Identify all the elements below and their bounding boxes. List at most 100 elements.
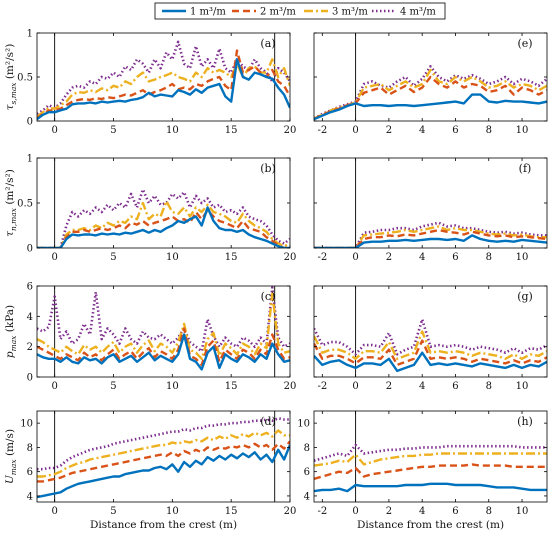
series-line — [37, 292, 290, 360]
panel-a: 0 5 10 15 20 0 0.5 1 (a) τs,max (m²/s²) — [4, 29, 296, 137]
legend-item: 2 m³/m — [232, 7, 296, 18]
x-tick-label: 6 — [452, 125, 458, 136]
x-tick-label: 10 — [516, 506, 529, 517]
x-axis-label: Distance from the crest (m) — [357, 519, 504, 531]
x-tick-label: 10 — [516, 252, 529, 263]
panel-letter: (a) — [260, 37, 275, 50]
x-tick-label: 8 — [486, 381, 492, 392]
series-line — [314, 463, 547, 481]
series-line — [37, 199, 290, 248]
y-tick-label: 0.5 — [17, 73, 33, 84]
x-tick-label: 10 — [166, 125, 179, 136]
x-tick-label: 2 — [386, 125, 392, 136]
axes-frame — [313, 285, 548, 378]
x-tick-label: 0 — [352, 252, 358, 263]
x-tick-label: 15 — [225, 506, 238, 517]
x-tick-label: 20 — [284, 252, 297, 263]
legend-box — [154, 2, 446, 20]
x-tick-label: 4 — [419, 506, 425, 517]
x-tick-label: 0 — [51, 381, 57, 392]
legend-item: 4 m³/m — [372, 7, 436, 18]
x-tick-label: 15 — [225, 252, 238, 263]
series-line — [37, 58, 290, 121]
legend-item: 3 m³/m — [304, 7, 368, 18]
x-tick-label: 8 — [486, 125, 492, 136]
x-tick-label: -2 — [317, 506, 327, 517]
x-tick-label: 0 — [51, 506, 57, 517]
series-line — [314, 234, 547, 248]
series-line — [37, 208, 290, 248]
x-axis-label: Distance from the crest (m) — [90, 519, 237, 531]
x-tick-label: 5 — [110, 381, 116, 392]
series-line — [314, 93, 547, 121]
panel-letter: (f) — [519, 162, 532, 175]
panel-c: 0 5 10 15 20 0 2 4 6 (c) pmax (kPa) — [4, 282, 296, 393]
x-tick-label: 8 — [486, 506, 492, 517]
x-tick-label: 8 — [486, 252, 492, 263]
y-tick-label: 0 — [27, 373, 33, 384]
series-line — [314, 65, 547, 120]
series-line — [37, 188, 290, 248]
series-line — [314, 443, 547, 462]
series-line — [314, 351, 547, 373]
x-tick-label: 20 — [284, 506, 297, 517]
x-tick-label: 20 — [284, 381, 297, 392]
x-tick-label: 0 — [352, 506, 358, 517]
y-tick-label: 4 — [27, 312, 33, 323]
x-tick-label: 10 — [166, 506, 179, 517]
panel-letter: (g) — [517, 290, 533, 303]
y-tick-label: 6 — [27, 467, 33, 478]
x-tick-label: 0 — [352, 125, 358, 136]
series-line — [37, 429, 290, 478]
legend-label: 1 m³/m — [190, 7, 226, 18]
y-tick-label: 1 — [27, 29, 33, 40]
x-tick-label: 0 — [51, 252, 57, 263]
x-tick-label: -2 — [317, 381, 327, 392]
series-line — [314, 75, 547, 121]
panel-h: -2 0 2 4 6 8 10 4 6 8 10 (h) Distance from the crest… — [297, 410, 548, 531]
x-tick-label: 5 — [110, 506, 116, 517]
series-line — [37, 286, 290, 353]
series-line — [37, 333, 290, 371]
axes-frame — [36, 285, 291, 378]
series-line — [37, 327, 290, 367]
legend-label: 3 m³/m — [332, 7, 368, 18]
series-line — [314, 225, 547, 248]
panel-letter: (d) — [260, 415, 276, 428]
x-tick-label: 4 — [419, 381, 425, 392]
legend-label: 2 m³/m — [260, 7, 296, 18]
x-tick-label: 0 — [51, 125, 57, 136]
y-tick-label: 1 — [27, 154, 33, 165]
series-line — [37, 444, 290, 499]
panel-letter: (b) — [260, 162, 276, 175]
panel-f: -2 0 2 4 6 8 10 (f) — [313, 157, 548, 263]
x-tick-label: 10 — [516, 125, 529, 136]
y-tick-label: 0 — [27, 244, 33, 255]
panel-d: 0 5 10 15 20 4 6 8 10 (d) Umax (m/s) Distance from … — [4, 410, 297, 531]
y-axis-label: pmax (kPa) — [4, 305, 18, 358]
y-tick-label: 8 — [27, 443, 33, 454]
y-tick-label: 2 — [27, 342, 33, 353]
x-tick-label: 2 — [386, 381, 392, 392]
legend: 1 m³/m 2 m³/m 3 m³/m 4 m³/m — [154, 2, 446, 20]
x-tick-label: 2 — [386, 252, 392, 263]
series-line — [37, 416, 290, 471]
x-tick-label: 10 — [516, 381, 529, 392]
series-line — [37, 440, 290, 483]
x-tick-label: 0 — [352, 381, 358, 392]
y-tick-label: 4 — [304, 491, 310, 502]
x-tick-label: 6 — [452, 506, 458, 517]
y-axis-label: τn,max (m²/s²) — [4, 169, 18, 237]
series-line — [314, 452, 547, 467]
y-tick-label: 8 — [304, 443, 310, 454]
series-line — [314, 318, 547, 356]
panel-e: -2 0 2 4 6 8 10 (e) — [313, 32, 548, 136]
x-tick-label: 6 — [452, 252, 458, 263]
x-tick-label: 5 — [110, 125, 116, 136]
x-tick-label: 15 — [225, 125, 238, 136]
x-tick-label: 4 — [419, 125, 425, 136]
x-tick-label: 5 — [110, 252, 116, 263]
x-tick-label: 10 — [166, 252, 179, 263]
